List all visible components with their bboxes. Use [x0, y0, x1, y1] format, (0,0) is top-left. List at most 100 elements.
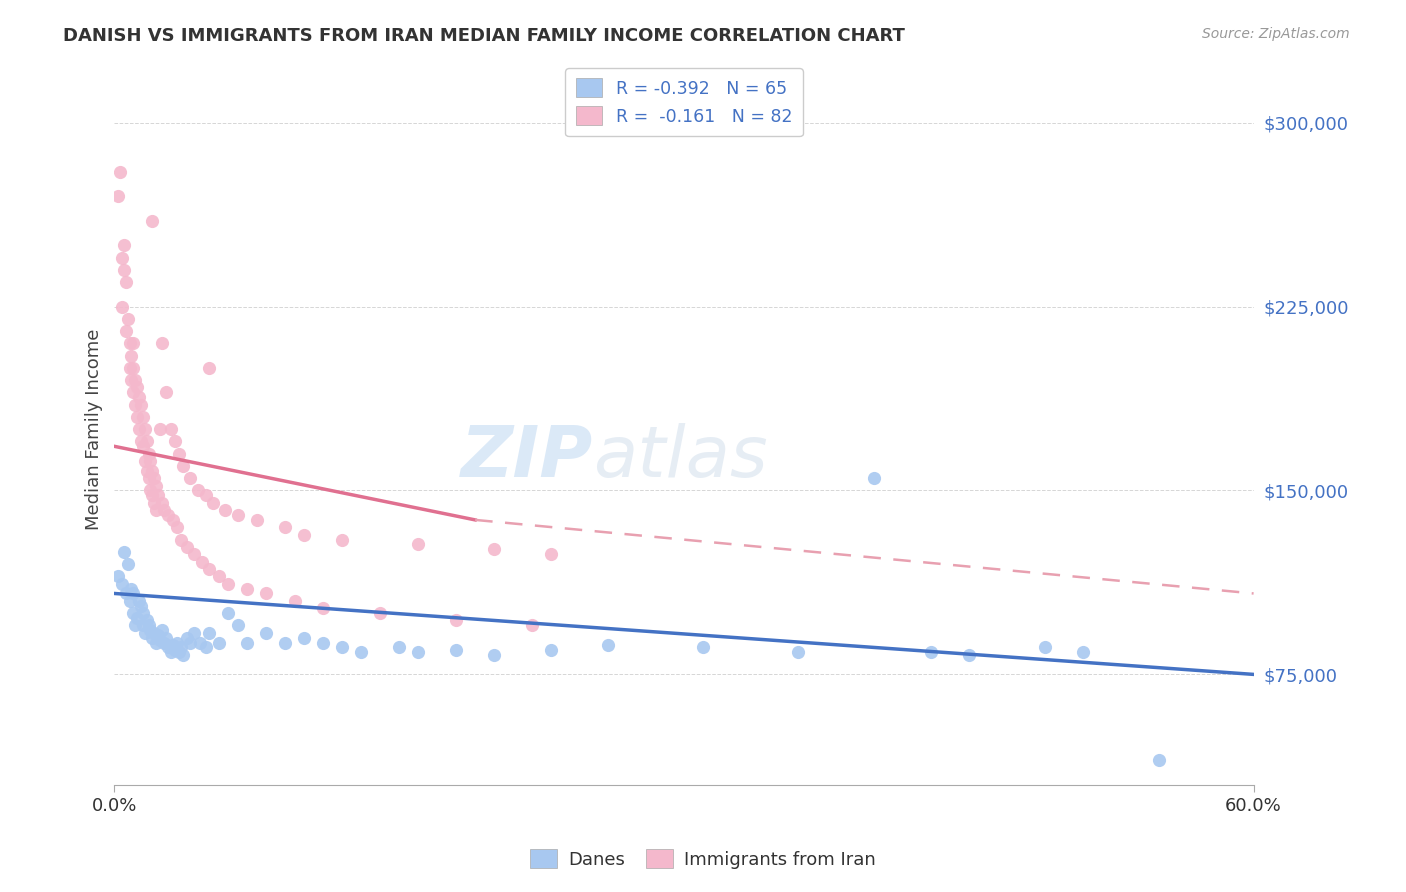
Point — [138, 618, 160, 632]
Point — [132, 618, 155, 632]
Point — [444, 614, 467, 628]
Point — [330, 533, 353, 547]
Point — [134, 625, 156, 640]
Point — [128, 422, 150, 436]
Point — [198, 625, 221, 640]
Point — [155, 631, 177, 645]
Point — [170, 533, 193, 547]
Point — [127, 380, 149, 394]
Point — [135, 464, 157, 478]
Point — [132, 439, 155, 453]
Point — [162, 638, 184, 652]
Point — [124, 398, 146, 412]
Point — [124, 373, 146, 387]
Point — [124, 618, 146, 632]
Point — [135, 614, 157, 628]
Point — [312, 635, 335, 649]
Point — [121, 582, 143, 596]
Point — [111, 300, 134, 314]
Point — [139, 454, 162, 468]
Point — [128, 594, 150, 608]
Point — [482, 542, 505, 557]
Point — [179, 635, 201, 649]
Point — [406, 645, 429, 659]
Point — [141, 213, 163, 227]
Point — [162, 513, 184, 527]
Point — [149, 422, 172, 436]
Point — [217, 606, 239, 620]
Point — [188, 635, 211, 649]
Point — [198, 562, 221, 576]
Point — [208, 569, 231, 583]
Point — [226, 508, 249, 522]
Point — [145, 478, 167, 492]
Point — [122, 336, 145, 351]
Point — [118, 594, 141, 608]
Point — [214, 503, 236, 517]
Point — [165, 434, 187, 449]
Point — [388, 640, 411, 655]
Point — [129, 398, 152, 412]
Point — [330, 640, 353, 655]
Point — [292, 527, 315, 541]
Point — [134, 454, 156, 468]
Point — [122, 586, 145, 600]
Point — [166, 520, 188, 534]
Point — [145, 635, 167, 649]
Point — [190, 555, 212, 569]
Point — [149, 633, 172, 648]
Point — [107, 189, 129, 203]
Point — [114, 275, 136, 289]
Y-axis label: Median Family Income: Median Family Income — [86, 328, 103, 530]
Point — [129, 434, 152, 449]
Point — [156, 640, 179, 655]
Point — [134, 422, 156, 436]
Point — [132, 606, 155, 620]
Point — [787, 645, 810, 659]
Point — [150, 496, 173, 510]
Point — [284, 594, 307, 608]
Point — [141, 488, 163, 502]
Legend: Danes, Immigrants from Iran: Danes, Immigrants from Iran — [523, 842, 883, 876]
Point — [152, 635, 174, 649]
Point — [292, 631, 315, 645]
Point — [152, 503, 174, 517]
Point — [146, 628, 169, 642]
Point — [176, 540, 198, 554]
Point — [226, 618, 249, 632]
Point — [540, 643, 562, 657]
Point — [165, 643, 187, 657]
Point — [121, 349, 143, 363]
Point — [957, 648, 980, 662]
Point — [112, 238, 135, 252]
Point — [139, 624, 162, 638]
Text: atlas: atlas — [593, 423, 768, 492]
Legend: R = -0.392   N = 65, R =  -0.161   N = 82: R = -0.392 N = 65, R = -0.161 N = 82 — [565, 68, 803, 136]
Point — [107, 569, 129, 583]
Point — [160, 645, 183, 659]
Point — [108, 164, 131, 178]
Point — [145, 503, 167, 517]
Point — [170, 640, 193, 655]
Point — [112, 545, 135, 559]
Point — [139, 483, 162, 498]
Point — [1033, 640, 1056, 655]
Point — [146, 488, 169, 502]
Point — [141, 631, 163, 645]
Point — [350, 645, 373, 659]
Point — [166, 635, 188, 649]
Text: DANISH VS IMMIGRANTS FROM IRAN MEDIAN FAMILY INCOME CORRELATION CHART: DANISH VS IMMIGRANTS FROM IRAN MEDIAN FA… — [63, 27, 905, 45]
Point — [217, 576, 239, 591]
Point — [596, 638, 619, 652]
Point — [198, 360, 221, 375]
Point — [236, 635, 259, 649]
Point — [236, 582, 259, 596]
Point — [138, 471, 160, 485]
Point — [187, 483, 209, 498]
Point — [128, 390, 150, 404]
Point — [444, 643, 467, 657]
Point — [150, 336, 173, 351]
Point — [368, 606, 391, 620]
Point — [118, 336, 141, 351]
Point — [254, 625, 277, 640]
